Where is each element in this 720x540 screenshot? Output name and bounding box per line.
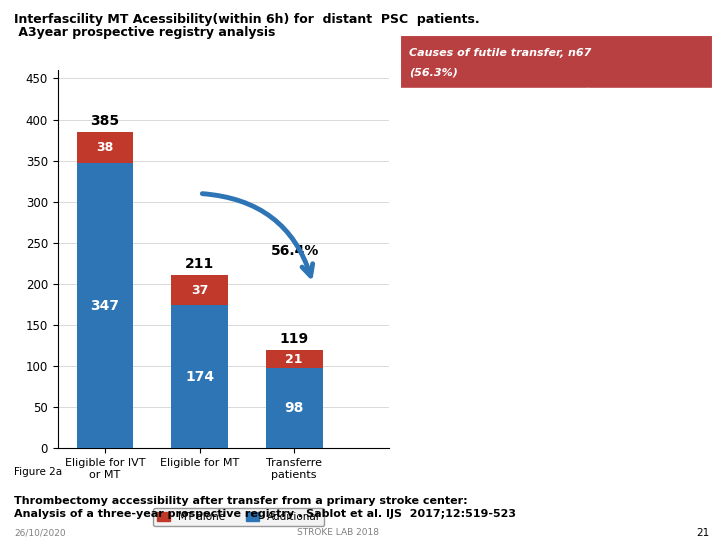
Text: 211: 211 bbox=[185, 256, 214, 271]
Legend: MT alone, Additional: MT alone, Additional bbox=[153, 508, 324, 526]
Text: 26/10/2020: 26/10/2020 bbox=[14, 528, 66, 537]
Text: 38: 38 bbox=[96, 141, 114, 154]
Text: Causes of futile transfer, n67: Causes of futile transfer, n67 bbox=[409, 48, 591, 58]
Text: 56.4%: 56.4% bbox=[271, 244, 319, 258]
Text: Thrombectomy accessibility after transfer from a primary stroke center:: Thrombectomy accessibility after transfe… bbox=[14, 496, 468, 506]
Text: Protocol
deviation: Protocol deviation bbox=[406, 281, 450, 301]
Text: 98: 98 bbox=[284, 401, 304, 415]
Text: 10 (14.9%): 10 (14.9%) bbox=[597, 228, 649, 238]
Text: 119: 119 bbox=[279, 332, 309, 346]
Text: 2 (3%): 2 (3%) bbox=[597, 345, 629, 354]
Text: Analysis of a three-year prospective registry . Sablot et al. IJS  2017;12:519-5: Analysis of a three-year prospective reg… bbox=[14, 509, 516, 519]
Text: A3year prospective registry analysis: A3year prospective registry analysis bbox=[14, 26, 276, 39]
Text: 2 (3%): 2 (3%) bbox=[597, 402, 629, 411]
Text: 37: 37 bbox=[191, 284, 208, 296]
Text: STROKE LAB 2018: STROKE LAB 2018 bbox=[297, 528, 379, 537]
Text: Time out after
transfer: Time out after transfer bbox=[406, 165, 474, 185]
Text: Randomization
in the medical
treatment arm: Randomization in the medical treatment a… bbox=[406, 334, 477, 364]
Text: 16 (23.9%): 16 (23.9%) bbox=[597, 171, 649, 179]
Text: 31 (46.2%): 31 (46.2%) bbox=[597, 112, 649, 122]
Text: 347: 347 bbox=[91, 299, 120, 313]
Bar bbox=[76, 163, 133, 448]
Text: Other: Other bbox=[406, 461, 433, 470]
Text: 4 (6%): 4 (6%) bbox=[597, 287, 629, 295]
Bar bbox=[266, 350, 323, 368]
Bar bbox=[76, 132, 133, 163]
Bar bbox=[400, 35, 713, 88]
Text: Transfer due to
expected
worsening: Transfer due to expected worsening bbox=[406, 392, 478, 422]
Bar bbox=[171, 275, 228, 305]
Text: Interfascility MT Acessibility(within 6h) for  distant  PSC  patients.: Interfascility MT Acessibility(within 6h… bbox=[14, 14, 480, 26]
FancyArrowPatch shape bbox=[202, 194, 312, 276]
Text: Clinical
worsening or
infarct growth: Clinical worsening or infarct growth bbox=[406, 218, 473, 248]
Text: Clinical
improvement or
reperfusion on
MRI: Clinical improvement or reperfusion on M… bbox=[406, 97, 482, 137]
Text: 2 (3% ): 2 (3% ) bbox=[597, 461, 631, 470]
Bar bbox=[171, 305, 228, 448]
Text: 21: 21 bbox=[696, 528, 709, 538]
Text: 21: 21 bbox=[285, 353, 303, 366]
Text: 385: 385 bbox=[90, 114, 120, 128]
Bar bbox=[266, 368, 323, 448]
Text: Figure 2a: Figure 2a bbox=[14, 467, 63, 477]
Text: (56.3%): (56.3%) bbox=[409, 68, 458, 78]
Text: 174: 174 bbox=[185, 370, 214, 384]
